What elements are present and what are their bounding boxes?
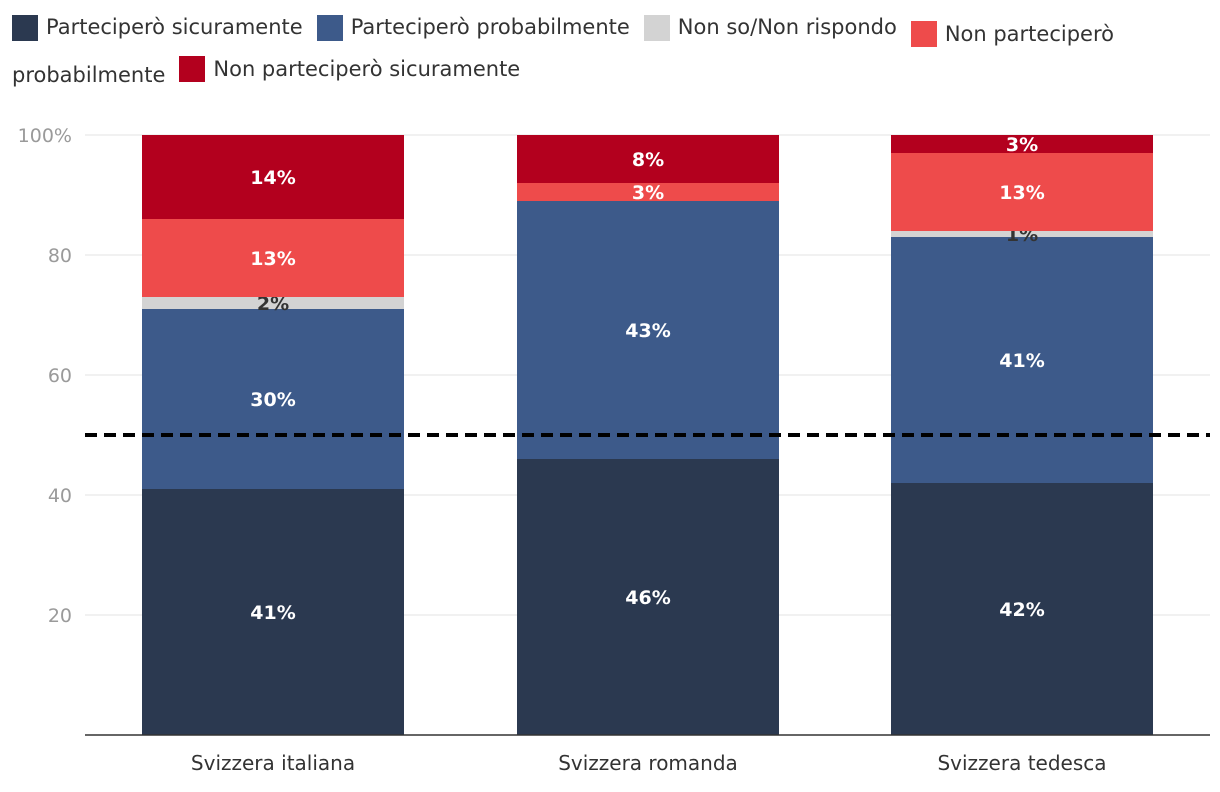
data-label: 46% [625, 587, 670, 609]
bar-segment [891, 135, 1153, 153]
y-tick-label: 20 [48, 605, 72, 627]
legend-swatch [316, 14, 343, 41]
data-label: 2% [257, 293, 289, 315]
bar-segment [517, 135, 779, 183]
legend-label: Non parteciperò sicuramente [213, 56, 521, 81]
data-label: 13% [999, 182, 1044, 204]
y-tick-label: 60 [48, 365, 72, 387]
bar-segment [891, 483, 1153, 735]
data-label: 41% [999, 350, 1044, 372]
legend-swatch [12, 14, 38, 41]
legend-item: Non parteciperò sicuramente [179, 52, 520, 87]
data-label: 3% [632, 182, 664, 204]
x-tick-label: Svizzera italiana [191, 751, 355, 775]
bar-segment [517, 183, 779, 201]
bar-segment [142, 297, 404, 309]
data-label: 41% [250, 602, 295, 624]
legend-swatch [910, 20, 937, 47]
data-label: 13% [250, 248, 295, 270]
y-tick-label: 100% [18, 125, 72, 147]
bar-segment [142, 309, 404, 489]
bar-segment [517, 459, 779, 735]
legend-item: Parteciperò probabilmente [316, 10, 630, 45]
data-label: 8% [632, 149, 664, 171]
bar-segment [891, 237, 1153, 483]
legend-swatch [643, 14, 670, 41]
bar-segment [142, 135, 404, 219]
bar-segment [517, 201, 779, 459]
legend-item: Non parteciperò probabilmente [12, 20, 1114, 88]
legend-swatch [179, 56, 206, 82]
x-tick-label: Svizzera tedesca [937, 751, 1106, 775]
data-label: 14% [250, 167, 295, 189]
x-tick-label: Svizzera romanda [558, 751, 738, 775]
y-tick-label: 40 [48, 485, 72, 507]
legend-label: Parteciperò probabilmente [350, 15, 630, 39]
legend-item: Non so/Non rispondo [643, 10, 897, 45]
data-label: 30% [250, 389, 295, 411]
y-tick-label: 80 [48, 245, 72, 267]
legend-label: Non parteciperò probabilmente [12, 21, 1114, 88]
bar-segment [891, 153, 1153, 231]
data-label: 43% [625, 320, 670, 342]
legend: Parteciperò sicuramente Parteciperò proba… [12, 10, 1212, 93]
legend-item: Parteciperò sicuramente [12, 10, 303, 45]
data-label: 42% [999, 599, 1044, 621]
bar-segment [142, 219, 404, 297]
bar-segment [891, 231, 1153, 237]
legend-label: Non so/Non rispondo [677, 15, 897, 39]
data-label: 3% [1006, 134, 1038, 156]
legend-label: Parteciperò sicuramente [46, 15, 303, 39]
bar-segment [142, 489, 404, 735]
